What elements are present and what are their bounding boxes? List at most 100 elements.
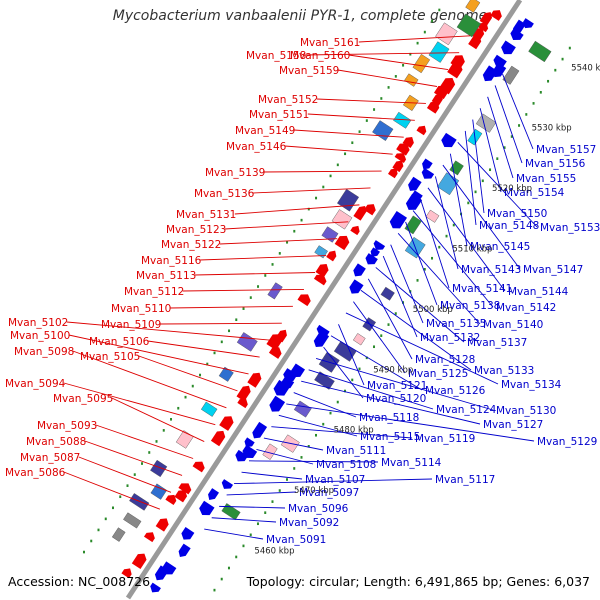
feature-arrow-forward	[350, 225, 360, 236]
gene-label-left: Mvan_5152	[258, 94, 318, 106]
feature-arrow-forward	[392, 160, 404, 173]
gene-label-right: Mvan_5154	[504, 187, 565, 199]
feature-arrow-forward	[479, 12, 493, 26]
feature-arrow-forward	[490, 10, 502, 21]
leader-line-right	[464, 130, 477, 226]
gene-label-left: Mvan_5087	[20, 452, 80, 464]
gene-label-right: Mvan_5121	[367, 380, 427, 392]
feature-block-right	[314, 371, 335, 390]
feature-arrow-reverse	[235, 449, 248, 462]
gene-label-right: Mvan_5138	[440, 300, 500, 312]
tick-mark-right	[518, 124, 521, 127]
feature-block-left	[123, 512, 142, 529]
gene-label-left: Mvan_5122	[161, 239, 221, 251]
leader-line-right	[472, 119, 485, 214]
feature-block-left	[150, 483, 168, 500]
leader-line-left	[66, 321, 271, 341]
tick-mark-right	[300, 456, 303, 459]
feature-block-left	[435, 22, 458, 46]
gene-label-left: Mvan_5106	[89, 336, 150, 348]
leader-line-left	[316, 98, 426, 104]
leader-line-left	[68, 334, 249, 375]
tick-mark-right	[474, 190, 477, 194]
feature-arrow-reverse	[349, 279, 364, 294]
leader-line-left	[293, 129, 404, 138]
tick-mark-left	[119, 495, 122, 499]
gene-label-left: Mvan_5095	[53, 393, 113, 405]
leader-line-left	[63, 471, 161, 510]
leader-line-right	[308, 369, 434, 410]
feature-arrow-reverse	[389, 210, 408, 229]
gene-label-right: Mvan_5127	[483, 419, 543, 431]
feature-arrow-forward	[165, 494, 177, 505]
gene-label-left: Mvan_5159	[279, 65, 339, 77]
tick-mark-left	[307, 207, 310, 211]
leader-line-right	[271, 426, 413, 439]
feature-arrow-reverse	[281, 376, 295, 389]
label-leader-lines	[63, 35, 538, 540]
leader-line-left	[159, 322, 282, 325]
tick-mark-left	[155, 440, 158, 443]
leader-line-right	[256, 449, 314, 465]
leader-line-right	[420, 199, 450, 289]
tick-mark-right	[489, 168, 492, 172]
tick-mark-left	[264, 274, 267, 277]
kbp-marker: 5500 kbp	[413, 305, 453, 315]
gene-label-right: Mvan_5147	[523, 264, 583, 276]
gene-label-right: Mvan_5134	[501, 379, 562, 391]
feature-block-left	[412, 53, 431, 74]
tick-mark-left	[300, 218, 303, 222]
feature-arrow-reverse	[269, 395, 286, 412]
feature-arrow-forward	[431, 93, 443, 106]
tick-mark-left	[141, 462, 144, 465]
feature-arrow-reverse	[513, 19, 526, 35]
feature-arrow-reverse	[501, 40, 516, 55]
feature-arrow-forward	[353, 205, 367, 221]
leader-line-right	[234, 478, 433, 485]
leader-line-left	[219, 238, 338, 245]
leader-line-right	[301, 380, 481, 425]
feature-arrow-reverse	[373, 240, 386, 250]
tick-mark-left	[235, 318, 238, 322]
feature-arrow-forward	[268, 347, 282, 359]
kbp-marker: 5510 kbp	[452, 244, 492, 254]
leader-line-right	[487, 96, 514, 179]
gene-label-right: Mvan_5125	[408, 368, 468, 380]
tick-mark-left	[228, 329, 231, 333]
tick-mark-right	[445, 234, 448, 238]
gene-label-right: Mvan_5156	[525, 158, 586, 170]
leader-line-left	[234, 204, 360, 215]
leader-line-right	[263, 437, 324, 451]
tick-mark-right	[503, 146, 506, 149]
gene-label-right: Mvan_5129	[537, 436, 597, 448]
leader-line-left	[182, 288, 304, 292]
tick-mark-left	[242, 307, 245, 310]
leader-line-right	[338, 324, 365, 386]
tick-mark-right	[373, 345, 376, 349]
tick-mark-left	[336, 163, 339, 167]
feature-arrow-forward	[210, 430, 226, 447]
feature-block-left	[314, 245, 328, 259]
gene-label-right: Mvan_5111	[326, 445, 386, 457]
tick-mark-left	[111, 506, 114, 510]
tick-mark-left	[177, 406, 180, 410]
feature-block-right	[293, 400, 312, 418]
tick-mark-right	[256, 522, 259, 526]
leader-line-right	[323, 346, 364, 399]
tick-mark-left	[438, 8, 441, 12]
gene-label-left: Mvan_5146	[226, 141, 287, 153]
leader-line-right	[345, 312, 499, 385]
tick-mark-right	[554, 68, 557, 72]
feature-arrow-reverse	[353, 263, 366, 277]
gene-label-left: Mvan_5149	[235, 125, 295, 137]
topology-text: Topology: circular; Length: 6,491,865 bp…	[246, 574, 590, 589]
feature-block-left	[175, 430, 194, 449]
feature-arrow-forward	[477, 22, 489, 33]
tick-mark-right	[394, 312, 397, 315]
feature-block-left	[393, 111, 412, 129]
feature-arrow-forward	[174, 490, 188, 503]
feature-arrow-forward	[131, 553, 147, 570]
feature-block-left	[150, 459, 168, 478]
feature-arrow-forward	[237, 398, 248, 409]
